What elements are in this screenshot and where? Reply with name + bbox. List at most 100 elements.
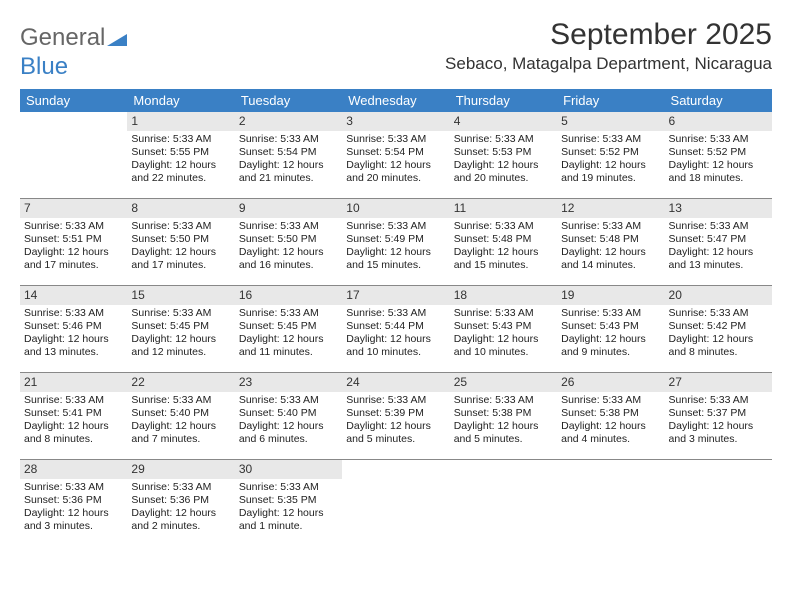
day-info: Sunrise: 5:33 AMSunset: 5:48 PMDaylight:… bbox=[557, 218, 664, 276]
daylight-text: Daylight: 12 hours and 8 minutes. bbox=[669, 333, 768, 359]
logo-triangle-icon bbox=[107, 25, 127, 53]
sunset-text: Sunset: 5:55 PM bbox=[131, 146, 230, 159]
day-info: Sunrise: 5:33 AMSunset: 5:48 PMDaylight:… bbox=[450, 218, 557, 276]
weekday-header: Thursday bbox=[450, 89, 557, 112]
sunset-text: Sunset: 5:45 PM bbox=[131, 320, 230, 333]
day-info: Sunrise: 5:33 AMSunset: 5:47 PMDaylight:… bbox=[665, 218, 772, 276]
day-info: Sunrise: 5:33 AMSunset: 5:40 PMDaylight:… bbox=[235, 392, 342, 450]
day-number: 8 bbox=[127, 199, 234, 218]
sunrise-text: Sunrise: 5:33 AM bbox=[24, 394, 123, 407]
calendar-cell bbox=[557, 460, 664, 546]
day-info: Sunrise: 5:33 AMSunset: 5:41 PMDaylight:… bbox=[20, 392, 127, 450]
calendar-cell: 23Sunrise: 5:33 AMSunset: 5:40 PMDayligh… bbox=[235, 373, 342, 459]
day-info: Sunrise: 5:33 AMSunset: 5:52 PMDaylight:… bbox=[557, 131, 664, 189]
day-info: Sunrise: 5:33 AMSunset: 5:45 PMDaylight:… bbox=[235, 305, 342, 363]
day-number: 19 bbox=[557, 286, 664, 305]
calendar-cell: 27Sunrise: 5:33 AMSunset: 5:37 PMDayligh… bbox=[665, 373, 772, 459]
day-number: 25 bbox=[450, 373, 557, 392]
day-number: 29 bbox=[127, 460, 234, 479]
daylight-text: Daylight: 12 hours and 11 minutes. bbox=[239, 333, 338, 359]
calendar-cell: 16Sunrise: 5:33 AMSunset: 5:45 PMDayligh… bbox=[235, 286, 342, 372]
day-number: 21 bbox=[20, 373, 127, 392]
day-info: Sunrise: 5:33 AMSunset: 5:53 PMDaylight:… bbox=[450, 131, 557, 189]
calendar-cell: 17Sunrise: 5:33 AMSunset: 5:44 PMDayligh… bbox=[342, 286, 449, 372]
sunset-text: Sunset: 5:37 PM bbox=[669, 407, 768, 420]
daylight-text: Daylight: 12 hours and 21 minutes. bbox=[239, 159, 338, 185]
weekday-header: Monday bbox=[127, 89, 234, 112]
sunrise-text: Sunrise: 5:33 AM bbox=[131, 307, 230, 320]
day-info: Sunrise: 5:33 AMSunset: 5:38 PMDaylight:… bbox=[557, 392, 664, 450]
sunset-text: Sunset: 5:53 PM bbox=[454, 146, 553, 159]
calendar-cell: 2Sunrise: 5:33 AMSunset: 5:54 PMDaylight… bbox=[235, 112, 342, 198]
sunset-text: Sunset: 5:52 PM bbox=[561, 146, 660, 159]
logo-text-general: General bbox=[20, 24, 105, 51]
calendar-cell: 20Sunrise: 5:33 AMSunset: 5:42 PMDayligh… bbox=[665, 286, 772, 372]
daylight-text: Daylight: 12 hours and 13 minutes. bbox=[24, 333, 123, 359]
sunrise-text: Sunrise: 5:33 AM bbox=[669, 220, 768, 233]
logo: GeneralBlue bbox=[20, 18, 127, 81]
day-info: Sunrise: 5:33 AMSunset: 5:54 PMDaylight:… bbox=[235, 131, 342, 189]
daylight-text: Daylight: 12 hours and 18 minutes. bbox=[669, 159, 768, 185]
sunset-text: Sunset: 5:52 PM bbox=[669, 146, 768, 159]
daylight-text: Daylight: 12 hours and 15 minutes. bbox=[346, 246, 445, 272]
day-number: 22 bbox=[127, 373, 234, 392]
logo-inner: GeneralBlue bbox=[20, 24, 127, 81]
sunset-text: Sunset: 5:42 PM bbox=[669, 320, 768, 333]
sunset-text: Sunset: 5:40 PM bbox=[239, 407, 338, 420]
sunset-text: Sunset: 5:48 PM bbox=[561, 233, 660, 246]
daylight-text: Daylight: 12 hours and 14 minutes. bbox=[561, 246, 660, 272]
day-info: Sunrise: 5:33 AMSunset: 5:42 PMDaylight:… bbox=[665, 305, 772, 363]
sunrise-text: Sunrise: 5:33 AM bbox=[454, 133, 553, 146]
sunrise-text: Sunrise: 5:33 AM bbox=[454, 307, 553, 320]
title-block: September 2025 Sebaco, Matagalpa Departm… bbox=[445, 18, 772, 74]
day-info: Sunrise: 5:33 AMSunset: 5:49 PMDaylight:… bbox=[342, 218, 449, 276]
sunset-text: Sunset: 5:54 PM bbox=[239, 146, 338, 159]
sunrise-text: Sunrise: 5:33 AM bbox=[24, 220, 123, 233]
calendar-cell: 29Sunrise: 5:33 AMSunset: 5:36 PMDayligh… bbox=[127, 460, 234, 546]
calendar-cell: 22Sunrise: 5:33 AMSunset: 5:40 PMDayligh… bbox=[127, 373, 234, 459]
day-number: 16 bbox=[235, 286, 342, 305]
sunset-text: Sunset: 5:38 PM bbox=[454, 407, 553, 420]
location-subtitle: Sebaco, Matagalpa Department, Nicaragua bbox=[445, 54, 772, 74]
sunset-text: Sunset: 5:50 PM bbox=[239, 233, 338, 246]
day-info: Sunrise: 5:33 AMSunset: 5:50 PMDaylight:… bbox=[127, 218, 234, 276]
sunset-text: Sunset: 5:47 PM bbox=[669, 233, 768, 246]
daylight-text: Daylight: 12 hours and 7 minutes. bbox=[131, 420, 230, 446]
weekday-header-row: SundayMondayTuesdayWednesdayThursdayFrid… bbox=[20, 89, 772, 112]
sunrise-text: Sunrise: 5:33 AM bbox=[239, 133, 338, 146]
sunrise-text: Sunrise: 5:33 AM bbox=[239, 220, 338, 233]
calendar-cell bbox=[450, 460, 557, 546]
calendar-week-row: 14Sunrise: 5:33 AMSunset: 5:46 PMDayligh… bbox=[20, 286, 772, 373]
sunrise-text: Sunrise: 5:33 AM bbox=[24, 481, 123, 494]
daylight-text: Daylight: 12 hours and 20 minutes. bbox=[454, 159, 553, 185]
day-info: Sunrise: 5:33 AMSunset: 5:50 PMDaylight:… bbox=[235, 218, 342, 276]
sunrise-text: Sunrise: 5:33 AM bbox=[454, 220, 553, 233]
calendar-cell: 3Sunrise: 5:33 AMSunset: 5:54 PMDaylight… bbox=[342, 112, 449, 198]
sunset-text: Sunset: 5:36 PM bbox=[131, 494, 230, 507]
day-info: Sunrise: 5:33 AMSunset: 5:52 PMDaylight:… bbox=[665, 131, 772, 189]
calendar-cell: 5Sunrise: 5:33 AMSunset: 5:52 PMDaylight… bbox=[557, 112, 664, 198]
sunset-text: Sunset: 5:41 PM bbox=[24, 407, 123, 420]
day-number: 2 bbox=[235, 112, 342, 131]
weekday-header: Tuesday bbox=[235, 89, 342, 112]
sunset-text: Sunset: 5:43 PM bbox=[561, 320, 660, 333]
day-info: Sunrise: 5:33 AMSunset: 5:37 PMDaylight:… bbox=[665, 392, 772, 450]
day-number: 12 bbox=[557, 199, 664, 218]
day-number: 28 bbox=[20, 460, 127, 479]
sunset-text: Sunset: 5:39 PM bbox=[346, 407, 445, 420]
day-number: 6 bbox=[665, 112, 772, 131]
daylight-text: Daylight: 12 hours and 9 minutes. bbox=[561, 333, 660, 359]
day-info: Sunrise: 5:33 AMSunset: 5:55 PMDaylight:… bbox=[127, 131, 234, 189]
sunrise-text: Sunrise: 5:33 AM bbox=[239, 394, 338, 407]
daylight-text: Daylight: 12 hours and 19 minutes. bbox=[561, 159, 660, 185]
day-number: 14 bbox=[20, 286, 127, 305]
logo-text-blue: Blue bbox=[20, 53, 68, 80]
calendar-cell: 12Sunrise: 5:33 AMSunset: 5:48 PMDayligh… bbox=[557, 199, 664, 285]
daylight-text: Daylight: 12 hours and 5 minutes. bbox=[346, 420, 445, 446]
calendar-cell bbox=[665, 460, 772, 546]
sunrise-text: Sunrise: 5:33 AM bbox=[561, 220, 660, 233]
daylight-text: Daylight: 12 hours and 12 minutes. bbox=[131, 333, 230, 359]
day-number: 13 bbox=[665, 199, 772, 218]
calendar-cell bbox=[20, 112, 127, 198]
day-number: 20 bbox=[665, 286, 772, 305]
